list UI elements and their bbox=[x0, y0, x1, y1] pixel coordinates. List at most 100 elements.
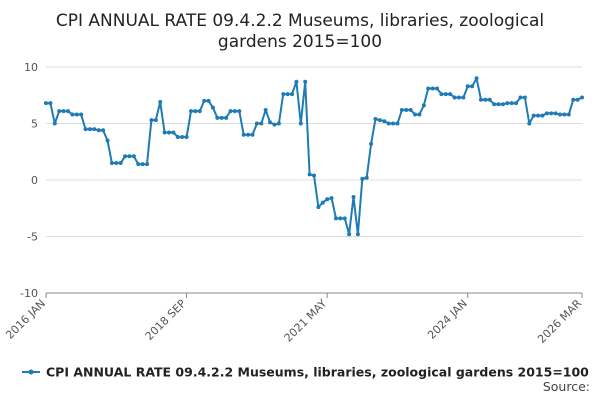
data-point[interactable] bbox=[448, 92, 453, 97]
data-point[interactable] bbox=[219, 115, 224, 120]
data-point[interactable] bbox=[386, 121, 391, 126]
data-point[interactable] bbox=[329, 196, 334, 201]
data-point[interactable] bbox=[443, 92, 448, 97]
data-point[interactable] bbox=[241, 132, 246, 137]
data-point[interactable] bbox=[566, 112, 571, 117]
data-point[interactable] bbox=[351, 194, 356, 199]
data-point[interactable] bbox=[276, 121, 281, 126]
data-point[interactable] bbox=[465, 84, 470, 89]
data-point[interactable] bbox=[298, 121, 303, 126]
data-point[interactable] bbox=[549, 111, 554, 116]
data-point[interactable] bbox=[180, 135, 185, 140]
data-point[interactable] bbox=[61, 109, 66, 114]
data-point[interactable] bbox=[461, 95, 466, 100]
data-point[interactable] bbox=[487, 97, 492, 102]
data-point[interactable] bbox=[281, 92, 286, 97]
data-point[interactable] bbox=[105, 138, 110, 143]
data-point[interactable] bbox=[206, 98, 211, 103]
data-point[interactable] bbox=[580, 95, 584, 100]
data-point[interactable] bbox=[254, 121, 259, 126]
data-point[interactable] bbox=[48, 101, 53, 106]
data-point[interactable] bbox=[544, 111, 549, 116]
data-point[interactable] bbox=[188, 109, 193, 114]
data-point[interactable] bbox=[285, 92, 290, 97]
data-point[interactable] bbox=[272, 122, 277, 127]
data-point[interactable] bbox=[237, 109, 242, 114]
data-point[interactable] bbox=[140, 162, 145, 167]
data-point[interactable] bbox=[175, 135, 180, 140]
data-point[interactable] bbox=[531, 113, 536, 118]
data-point[interactable] bbox=[483, 97, 488, 102]
data-point[interactable] bbox=[259, 121, 264, 126]
data-point[interactable] bbox=[171, 130, 176, 135]
data-point[interactable] bbox=[44, 101, 48, 106]
data-point[interactable] bbox=[536, 113, 541, 118]
data-point[interactable] bbox=[369, 141, 374, 146]
data-point[interactable] bbox=[347, 232, 352, 237]
data-point[interactable] bbox=[136, 162, 141, 167]
data-point[interactable] bbox=[202, 98, 207, 103]
data-point[interactable] bbox=[92, 127, 97, 132]
data-point[interactable] bbox=[96, 128, 101, 133]
data-point[interactable] bbox=[294, 79, 299, 84]
data-point[interactable] bbox=[355, 232, 360, 237]
data-point[interactable] bbox=[439, 92, 444, 97]
data-point[interactable] bbox=[127, 154, 132, 159]
data-point[interactable] bbox=[478, 97, 483, 102]
data-point[interactable] bbox=[303, 79, 308, 84]
data-point[interactable] bbox=[527, 121, 532, 126]
data-point[interactable] bbox=[382, 119, 387, 124]
data-point[interactable] bbox=[74, 112, 79, 117]
data-point[interactable] bbox=[79, 112, 84, 117]
data-point[interactable] bbox=[430, 86, 435, 91]
data-point[interactable] bbox=[197, 109, 202, 114]
data-point[interactable] bbox=[325, 197, 330, 202]
data-point[interactable] bbox=[571, 97, 576, 102]
data-point[interactable] bbox=[553, 111, 558, 116]
data-point[interactable] bbox=[131, 154, 136, 159]
data-point[interactable] bbox=[87, 127, 92, 132]
data-point[interactable] bbox=[509, 101, 514, 106]
data-point[interactable] bbox=[228, 109, 233, 114]
data-point[interactable] bbox=[312, 173, 316, 178]
data-point[interactable] bbox=[224, 115, 229, 120]
data-point[interactable] bbox=[518, 95, 523, 100]
data-point[interactable] bbox=[65, 109, 70, 114]
data-point[interactable] bbox=[373, 116, 378, 121]
data-point[interactable] bbox=[263, 107, 268, 112]
data-point[interactable] bbox=[145, 162, 150, 167]
data-point[interactable] bbox=[193, 109, 198, 114]
data-point[interactable] bbox=[342, 216, 347, 221]
data-point[interactable] bbox=[395, 121, 400, 126]
data-point[interactable] bbox=[109, 161, 114, 166]
data-point[interactable] bbox=[307, 172, 312, 177]
data-point[interactable] bbox=[360, 176, 365, 181]
data-point[interactable] bbox=[338, 216, 343, 221]
data-point[interactable] bbox=[149, 118, 154, 123]
data-point[interactable] bbox=[492, 102, 497, 107]
data-point[interactable] bbox=[123, 154, 128, 159]
data-point[interactable] bbox=[364, 175, 369, 180]
data-point[interactable] bbox=[268, 120, 273, 125]
data-point[interactable] bbox=[426, 86, 431, 91]
data-point[interactable] bbox=[101, 128, 106, 133]
data-point[interactable] bbox=[456, 95, 461, 100]
data-point[interactable] bbox=[70, 112, 75, 117]
data-point[interactable] bbox=[575, 97, 580, 102]
data-point[interactable] bbox=[474, 76, 479, 81]
data-point[interactable] bbox=[413, 112, 418, 117]
data-point[interactable] bbox=[404, 107, 409, 112]
data-point[interactable] bbox=[408, 107, 413, 112]
data-point[interactable] bbox=[558, 112, 563, 117]
data-point[interactable] bbox=[290, 92, 295, 97]
source-label[interactable]: Source: bbox=[543, 379, 590, 394]
data-point[interactable] bbox=[391, 121, 396, 126]
data-point[interactable] bbox=[215, 115, 220, 120]
data-point[interactable] bbox=[158, 100, 163, 105]
data-point[interactable] bbox=[83, 127, 88, 132]
data-point[interactable] bbox=[377, 118, 382, 123]
data-point[interactable] bbox=[496, 102, 501, 107]
data-point[interactable] bbox=[421, 103, 426, 108]
data-point[interactable] bbox=[514, 101, 519, 106]
data-point[interactable] bbox=[52, 121, 57, 126]
